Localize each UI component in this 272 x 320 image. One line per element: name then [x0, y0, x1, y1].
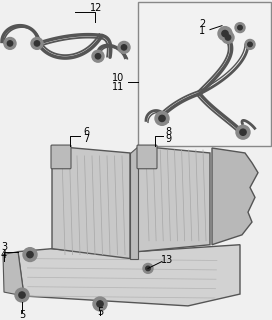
- Circle shape: [93, 297, 107, 311]
- Circle shape: [15, 288, 29, 302]
- Circle shape: [240, 129, 246, 135]
- Text: 6: 6: [83, 127, 89, 137]
- Polygon shape: [212, 148, 258, 245]
- Polygon shape: [3, 252, 24, 296]
- Text: 1: 1: [199, 26, 205, 36]
- Circle shape: [7, 41, 13, 46]
- Polygon shape: [52, 146, 130, 259]
- Polygon shape: [138, 146, 210, 252]
- Circle shape: [245, 39, 255, 49]
- Circle shape: [143, 263, 153, 273]
- Circle shape: [222, 30, 228, 37]
- Text: 2: 2: [199, 19, 205, 29]
- Circle shape: [235, 23, 245, 33]
- Text: 13: 13: [161, 254, 173, 265]
- Circle shape: [118, 42, 130, 53]
- Circle shape: [27, 252, 33, 258]
- Circle shape: [4, 37, 16, 49]
- Text: 5: 5: [19, 310, 25, 320]
- Circle shape: [23, 248, 37, 261]
- Circle shape: [159, 115, 165, 122]
- Circle shape: [146, 266, 150, 271]
- Text: 11: 11: [112, 82, 124, 92]
- Polygon shape: [18, 245, 240, 306]
- Text: 12: 12: [90, 3, 102, 13]
- Circle shape: [236, 125, 250, 139]
- Circle shape: [222, 32, 234, 44]
- Text: 8: 8: [165, 127, 171, 137]
- FancyBboxPatch shape: [51, 145, 71, 169]
- Text: 9: 9: [165, 134, 171, 144]
- FancyBboxPatch shape: [137, 145, 157, 169]
- Text: 5: 5: [97, 307, 103, 317]
- Text: 3: 3: [1, 242, 7, 252]
- Polygon shape: [130, 146, 138, 259]
- Circle shape: [248, 42, 252, 47]
- Circle shape: [31, 37, 43, 49]
- Circle shape: [97, 301, 103, 307]
- Circle shape: [121, 45, 127, 50]
- Circle shape: [34, 41, 40, 46]
- Circle shape: [238, 25, 242, 30]
- Circle shape: [225, 35, 231, 40]
- Circle shape: [218, 27, 232, 40]
- Circle shape: [19, 292, 25, 298]
- Text: 4: 4: [1, 250, 7, 260]
- Circle shape: [155, 111, 169, 125]
- Circle shape: [92, 50, 104, 62]
- Text: 7: 7: [83, 134, 89, 144]
- Circle shape: [95, 53, 101, 59]
- Text: 10: 10: [112, 73, 124, 83]
- FancyBboxPatch shape: [138, 2, 271, 146]
